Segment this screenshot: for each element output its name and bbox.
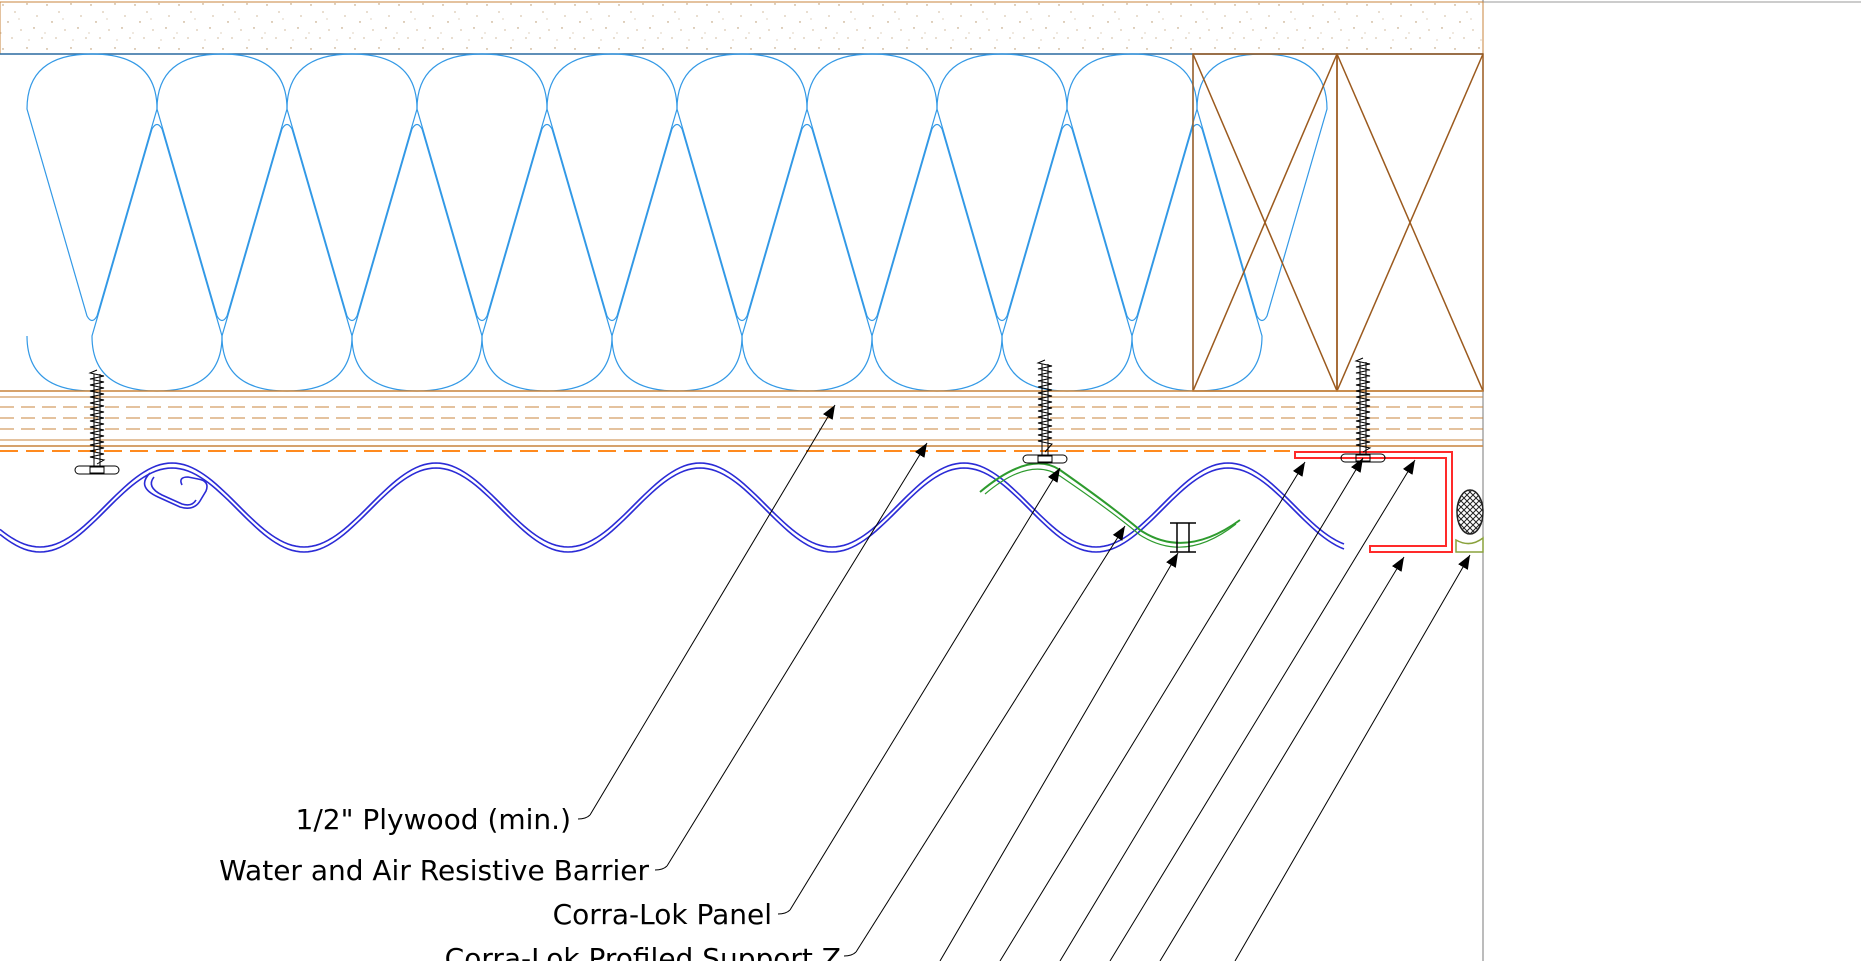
sealant-bead xyxy=(1455,536,1484,553)
plywood-sheathing xyxy=(0,390,1483,447)
wood-studs xyxy=(1192,53,1484,392)
closure-trim xyxy=(1294,451,1453,553)
batt-insulation xyxy=(26,53,1328,392)
leader-lines xyxy=(577,404,1471,961)
label-support: Corra-Lok Profiled Support Z xyxy=(445,942,841,961)
label-panel: Corra-Lok Panel xyxy=(553,898,772,931)
fasteners xyxy=(74,357,1386,475)
corra-lok-panel xyxy=(0,462,1345,553)
rivet-fastener xyxy=(1170,522,1196,553)
backer-rod xyxy=(1456,489,1484,535)
profiled-support-z xyxy=(979,462,1241,544)
label-barrier: Water and Air Resistive Barrier xyxy=(219,854,649,887)
profiled-support-z-inner xyxy=(984,468,1237,548)
label-plywood: 1/2" Plywood (min.) xyxy=(296,803,571,836)
interior-finish-layer xyxy=(0,1,1484,55)
